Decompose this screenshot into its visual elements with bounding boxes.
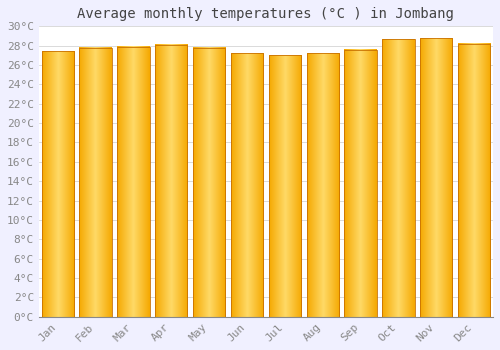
Bar (118, 47, 150, 317)
Bar (344, 49, 376, 317)
Bar (269, 55, 301, 317)
Bar (382, 39, 414, 317)
Bar (42, 51, 74, 317)
Bar (306, 54, 339, 317)
Title: Average monthly temperatures (°C ) in Jombang: Average monthly temperatures (°C ) in Jo… (78, 7, 454, 21)
Bar (458, 44, 490, 317)
Bar (80, 48, 112, 317)
Bar (193, 48, 225, 317)
Bar (231, 54, 263, 317)
Bar (420, 38, 452, 317)
Bar (155, 45, 188, 317)
